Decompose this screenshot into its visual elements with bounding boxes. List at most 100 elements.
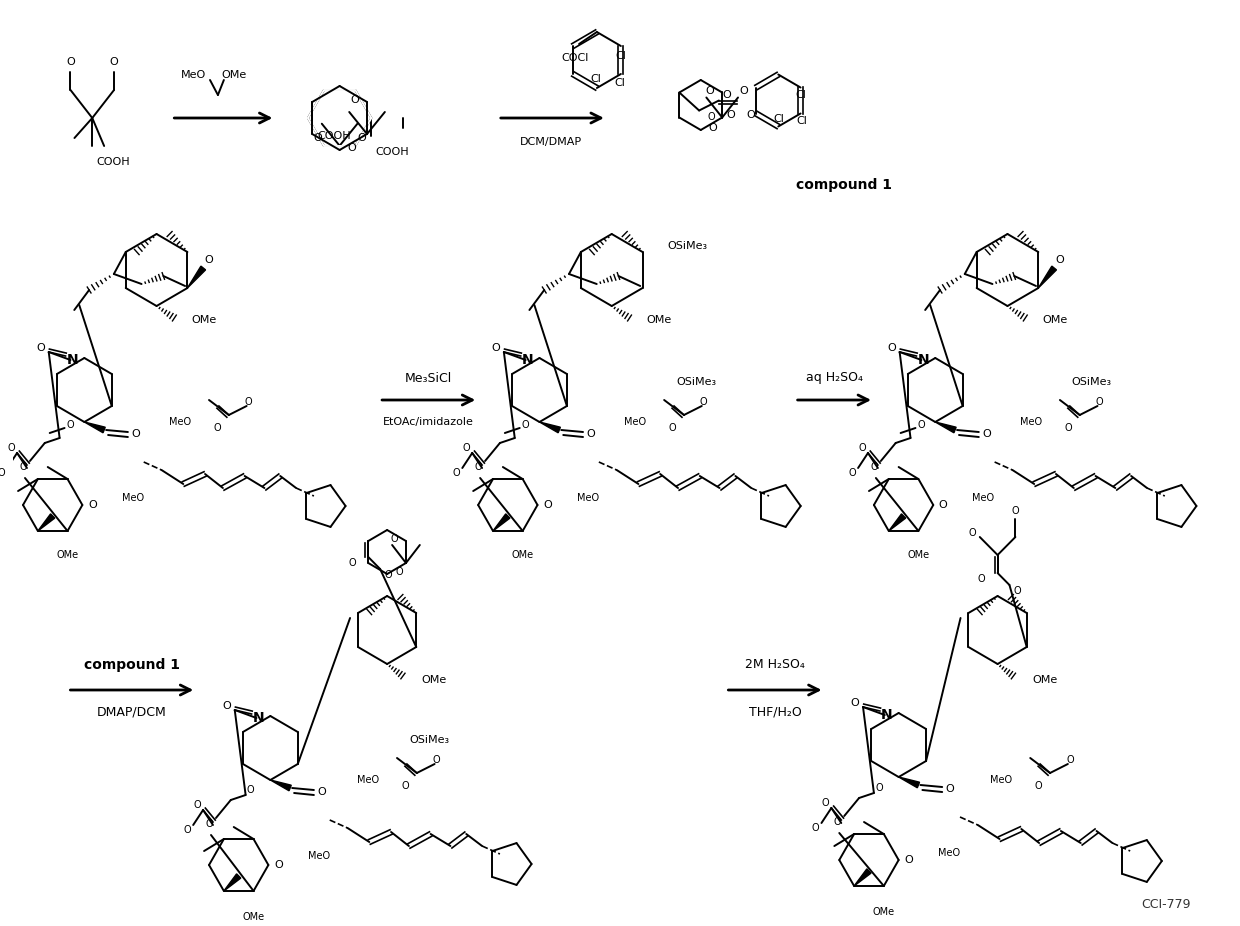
Text: O: O: [939, 500, 947, 510]
Text: MeO: MeO: [357, 775, 379, 785]
Text: OSiMe₃: OSiMe₃: [1071, 377, 1112, 387]
Text: OMe: OMe: [873, 907, 895, 917]
Text: O: O: [888, 343, 897, 353]
Text: O: O: [1064, 423, 1071, 433]
Text: OMe: OMe: [1032, 675, 1058, 685]
Text: MeO: MeO: [122, 493, 144, 503]
Polygon shape: [270, 780, 291, 791]
Text: MeO: MeO: [169, 417, 191, 427]
Text: O: O: [946, 784, 955, 794]
Text: O: O: [727, 109, 735, 119]
Text: O: O: [668, 423, 676, 433]
Text: MeO: MeO: [577, 493, 599, 503]
Polygon shape: [899, 777, 920, 788]
Text: O: O: [709, 123, 718, 133]
Polygon shape: [889, 514, 905, 531]
Text: O: O: [314, 132, 322, 143]
Text: aq H₂SO₄: aq H₂SO₄: [806, 371, 863, 384]
Text: OMe: OMe: [646, 315, 672, 325]
Text: O: O: [0, 468, 5, 478]
Text: O: O: [978, 574, 986, 584]
Text: O: O: [858, 443, 866, 453]
Text: O: O: [244, 397, 253, 407]
Text: O: O: [193, 800, 201, 810]
Text: O: O: [848, 468, 856, 478]
Text: COOH: COOH: [317, 131, 351, 141]
Text: MeO: MeO: [972, 493, 994, 503]
Text: Cl: Cl: [590, 74, 601, 84]
Text: MeO: MeO: [937, 848, 960, 858]
Text: OMe: OMe: [191, 315, 217, 325]
Text: O: O: [475, 462, 482, 472]
Text: COOH: COOH: [376, 147, 409, 157]
Text: O: O: [723, 91, 732, 101]
Text: THF/H₂O: THF/H₂O: [749, 706, 801, 719]
Text: OMe: OMe: [1042, 315, 1068, 325]
Text: O: O: [463, 443, 470, 453]
Text: O: O: [587, 429, 595, 439]
Text: Me₃SiCl: Me₃SiCl: [405, 371, 453, 384]
Text: DMAP/DCM: DMAP/DCM: [97, 706, 166, 719]
Text: Cl: Cl: [796, 117, 807, 127]
Text: O: O: [401, 781, 409, 791]
Text: N: N: [67, 353, 78, 367]
Polygon shape: [187, 266, 206, 288]
Polygon shape: [84, 422, 105, 432]
Text: N: N: [522, 353, 533, 367]
Text: O: O: [739, 85, 748, 95]
Text: O: O: [67, 420, 74, 430]
Text: O: O: [918, 420, 925, 430]
Text: O: O: [205, 255, 213, 265]
Text: O: O: [391, 534, 398, 544]
Text: OMe: OMe: [57, 550, 78, 560]
Text: O: O: [1055, 255, 1064, 265]
Text: COOH: COOH: [97, 157, 130, 167]
Text: O: O: [88, 500, 97, 510]
Text: O: O: [746, 109, 755, 119]
Text: OMe: OMe: [512, 550, 533, 560]
Text: O: O: [351, 95, 360, 105]
Text: O: O: [706, 85, 714, 95]
Text: O: O: [247, 785, 254, 795]
Text: O: O: [222, 701, 231, 711]
Text: O: O: [699, 397, 708, 407]
Text: O: O: [36, 343, 45, 353]
Text: O: O: [396, 567, 403, 577]
Text: OSiMe₃: OSiMe₃: [676, 377, 717, 387]
Text: compound 1: compound 1: [84, 658, 180, 672]
Text: N: N: [918, 353, 929, 367]
Text: MeO: MeO: [991, 775, 1012, 785]
Text: O: O: [453, 468, 460, 478]
Text: O: O: [348, 558, 356, 568]
Polygon shape: [38, 514, 55, 531]
Text: O: O: [317, 787, 326, 797]
Text: O: O: [184, 825, 191, 835]
Polygon shape: [854, 869, 870, 886]
Text: Cl: Cl: [774, 114, 785, 123]
Text: Cl: Cl: [795, 91, 806, 101]
Text: MeO: MeO: [1021, 417, 1042, 427]
Text: MeO: MeO: [624, 417, 646, 427]
Text: O: O: [870, 462, 878, 472]
Text: O: O: [491, 343, 500, 353]
Text: COCl: COCl: [562, 53, 589, 63]
Text: O: O: [384, 570, 392, 580]
Text: O: O: [7, 443, 15, 453]
Text: OSiMe₃: OSiMe₃: [409, 735, 449, 745]
Text: 2M H₂SO₄: 2M H₂SO₄: [745, 658, 805, 671]
Polygon shape: [539, 422, 560, 432]
Text: OMe: OMe: [221, 70, 247, 80]
Text: OMe: OMe: [243, 912, 264, 922]
Text: O: O: [1096, 397, 1104, 407]
Text: O: O: [522, 420, 529, 430]
Text: O: O: [205, 819, 213, 829]
Text: O: O: [274, 860, 283, 870]
Text: O: O: [904, 855, 913, 865]
Text: O: O: [851, 698, 859, 708]
Text: O: O: [822, 798, 830, 808]
Text: Cl: Cl: [615, 78, 625, 88]
Text: O: O: [109, 57, 118, 67]
Text: O: O: [433, 755, 440, 765]
Text: O: O: [982, 429, 991, 439]
Text: compound 1: compound 1: [796, 178, 893, 192]
